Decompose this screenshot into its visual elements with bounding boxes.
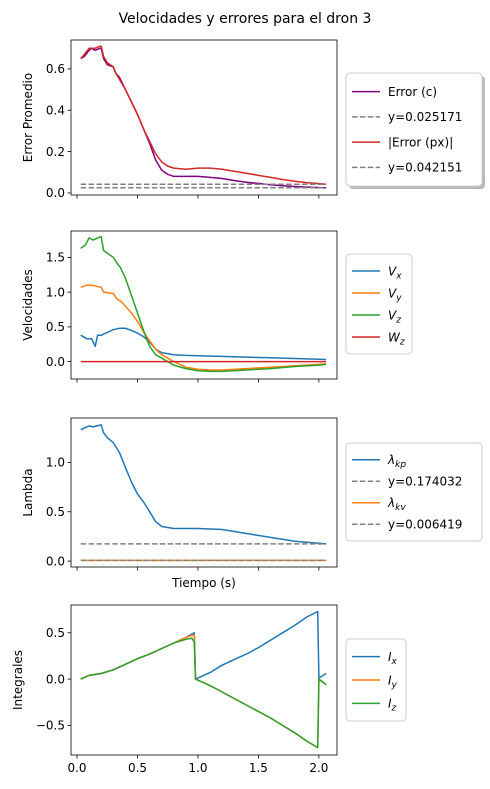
axes-frame [70, 230, 338, 380]
legend-entry-2: y=0.025171 [388, 110, 462, 124]
legend: Error (c) y=0.025171 |Error (px)| y=0.04215… [345, 72, 485, 189]
x-tick-label: 0.0 [67, 761, 86, 775]
y-axis-label: Velocidades [21, 269, 35, 341]
x-tick-label: 1.5 [249, 761, 268, 775]
legend-entry-1: Ix [388, 650, 398, 667]
legend-entry-3: Iz [388, 697, 397, 714]
y-tick-label: 1.0 [46, 456, 65, 470]
legend-entry-2: Vy [388, 286, 402, 303]
x-axis-label: Tiempo (s) [171, 576, 236, 590]
legend-entry-3: λkv [387, 496, 406, 513]
y-tick-label: 1.5 [46, 251, 65, 265]
legend: Ix Iy Iz [345, 638, 407, 722]
figure-title: Velocidades y errores para el dron 3 [119, 11, 372, 27]
series-line-3 [80, 235, 327, 373]
y-tick-label: 0.2 [46, 145, 65, 159]
x-tick-label: 1.0 [188, 761, 207, 775]
y-tick-label: 0.0 [46, 186, 65, 200]
y-axis-label: Integrales [11, 650, 25, 710]
legend: λkp y=0.174032 λkv y=0.006419 [345, 442, 483, 542]
series-line-2 [80, 284, 327, 371]
legend-entry-4: y=0.042151 [388, 161, 462, 175]
legend-box [345, 442, 483, 542]
y-tick-label: −0.5 [36, 719, 65, 733]
y-tick-label: 1.0 [46, 285, 65, 299]
series-line-3 [80, 637, 327, 749]
y-tick-label: 0.0 [46, 355, 65, 369]
legend: Vx Vy Vz Wz [345, 253, 413, 355]
legend-entry-1: Error (c) [388, 85, 437, 99]
series-line-1 [80, 327, 327, 361]
legend-box [345, 72, 483, 187]
x-tick-label: 2.0 [309, 761, 328, 775]
y-tick-label: 0.6 [46, 62, 65, 76]
legend-box [345, 253, 413, 355]
y-tick-label: 0.5 [46, 626, 65, 640]
series-group [80, 45, 327, 189]
series-group [80, 235, 327, 373]
x-tick-label: 0.5 [128, 761, 147, 775]
y-tick-label: 0.4 [46, 103, 65, 117]
axes-frame [70, 39, 338, 196]
axes-frame [70, 417, 338, 568]
series-line-3 [80, 45, 327, 186]
subplot-2: 0.0 0.5 1.0 1.5 Velocidades Vx Vy Vz Wz [21, 230, 413, 383]
y-tick-label: 0.0 [46, 554, 65, 568]
legend-entry-4: Wz [388, 330, 405, 347]
y-axis-label: Lambda [21, 468, 35, 516]
y-tick-label: 0.5 [46, 320, 65, 334]
legend-entry-2: y=0.174032 [388, 475, 462, 489]
legend-entry-1: λkp [387, 453, 406, 470]
series-line-1 [80, 424, 327, 545]
subplot-1: 0.0 0.2 0.4 0.6 Error Promedio Error (c) y=0.0… [21, 39, 485, 200]
y-axis-label: Error Promedio [21, 73, 35, 162]
series-group [80, 424, 327, 562]
legend-entry-4: y=0.006419 [388, 518, 462, 532]
y-tick-label: 0.0 [46, 672, 65, 686]
legend-entry-2: Iy [388, 673, 398, 690]
legend-entry-3: |Error (px)| [388, 135, 453, 149]
legend-entry-3: Vz [388, 308, 401, 325]
axes-frame [70, 604, 338, 756]
legend-entry-1: Vx [388, 264, 402, 281]
y-tick-label: 0.5 [46, 505, 65, 519]
series-group [80, 610, 327, 749]
subplots: 0.0 0.2 0.4 0.6 Error Promedio Error (c) y=0.0… [11, 39, 485, 775]
